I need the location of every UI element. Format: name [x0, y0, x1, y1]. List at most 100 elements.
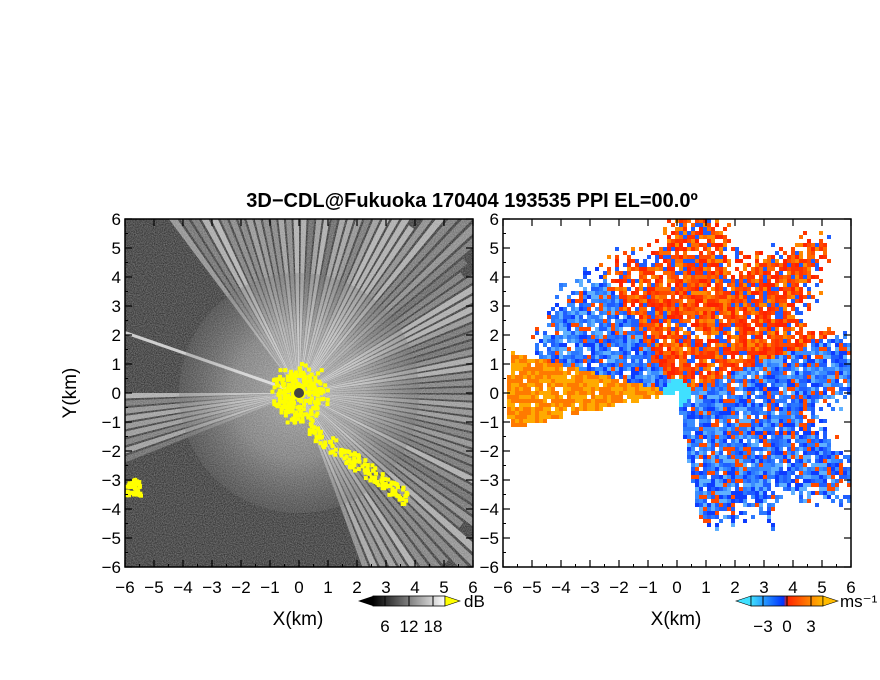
velocity-pixel: [731, 495, 735, 499]
velocity-pixel: [719, 411, 723, 415]
velocity-pixel: [675, 371, 679, 375]
velocity-pixel: [603, 399, 607, 403]
velocity-pixel: [787, 431, 791, 435]
velocity-pixel: [823, 387, 827, 391]
velocity-pixel: [831, 395, 835, 399]
velocity-pixel: [739, 355, 743, 359]
velocity-pixel: [695, 223, 699, 227]
yellow-echo-pixel: [302, 378, 307, 383]
yellow-echo-pixel: [349, 452, 354, 457]
velocity-pixel: [779, 423, 783, 427]
velocity-pixel: [671, 231, 675, 235]
velocity-pixel: [679, 263, 683, 267]
velocity-pixel: [535, 395, 539, 399]
velocity-pixel: [667, 387, 671, 391]
velocity-pixel: [519, 371, 523, 375]
velocity-pixel: [711, 391, 715, 395]
velocity-pixel: [767, 359, 771, 363]
yellow-echo-pixel: [292, 420, 297, 425]
velocity-pixel: [563, 363, 567, 367]
velocity-pixel: [819, 455, 823, 459]
velocity-pixel: [591, 391, 595, 395]
velocity-pixel: [771, 491, 775, 495]
velocity-pixel: [755, 307, 759, 311]
velocity-pixel: [519, 415, 523, 419]
velocity-pixel: [675, 283, 679, 287]
velocity-pixel: [567, 383, 571, 387]
velocity-pixel: [587, 327, 591, 331]
velocity-pixel: [651, 359, 655, 363]
velocity-pixel: [543, 363, 547, 367]
velocity-pixel: [699, 219, 703, 223]
velocity-pixel: [703, 359, 707, 363]
velocity-pixel: [715, 371, 719, 375]
velocity-pixel: [807, 279, 811, 283]
velocity-pixel: [675, 383, 679, 387]
velocity-pixel: [779, 395, 783, 399]
velocity-pixel: [683, 275, 687, 279]
velocity-pixel: [695, 315, 699, 319]
velocity-pixel: [747, 459, 751, 463]
velocity-pixel: [779, 315, 783, 319]
velocity-pixel: [727, 435, 731, 439]
velocity-pixel: [839, 355, 843, 359]
velocity-pixel: [687, 383, 691, 387]
velocity-pixel: [743, 327, 747, 331]
velocity-pixel: [663, 375, 667, 379]
velocity-pixel: [755, 371, 759, 375]
velocity-pixel: [731, 247, 735, 251]
velocity-pixel: [691, 475, 695, 479]
yellow-echo-pixel: [345, 459, 350, 464]
velocity-pixel: [591, 315, 595, 319]
velocity-pixel: [707, 319, 711, 323]
velocity-pixel: [679, 311, 683, 315]
velocity-pixel: [563, 343, 567, 347]
velocity-pixel: [643, 315, 647, 319]
velocity-pixel: [783, 431, 787, 435]
velocity-pixel: [727, 431, 731, 435]
velocity-pixel: [607, 391, 611, 395]
velocity-pixel: [599, 375, 603, 379]
velocity-pixel: [767, 311, 771, 315]
velocity-pixel: [783, 283, 787, 287]
x-tick-label: −3: [202, 578, 221, 597]
velocity-pixel: [711, 395, 715, 399]
velocity-pixel: [683, 391, 687, 395]
velocity-pixel: [679, 299, 683, 303]
velocity-pixel: [771, 327, 775, 331]
velocity-pixel: [711, 443, 715, 447]
velocity-pixel: [759, 507, 763, 511]
velocity-pixel: [791, 335, 795, 339]
velocity-pixel: [683, 227, 687, 231]
velocity-pixel: [755, 251, 759, 255]
velocity-pixel: [679, 351, 683, 355]
velocity-pixel: [703, 471, 707, 475]
velocity-pixel: [671, 295, 675, 299]
yellow-echo-pixel: [285, 374, 290, 379]
velocity-pixel: [779, 263, 783, 267]
velocity-pixel: [715, 387, 719, 391]
velocity-pixel: [567, 327, 571, 331]
velocity-pixel: [587, 311, 591, 315]
velocity-pixel: [759, 511, 763, 515]
velocity-pixel: [743, 307, 747, 311]
yellow-echo-pixel: [334, 438, 339, 443]
velocity-pixel: [515, 419, 519, 423]
velocity-pixel: [807, 395, 811, 399]
velocity-pixel: [795, 451, 799, 455]
velocity-pixel: [603, 311, 607, 315]
yellow-echo-pixel: [272, 385, 277, 390]
velocity-pixel: [711, 451, 715, 455]
velocity-pixel: [827, 471, 831, 475]
velocity-pixel: [667, 283, 671, 287]
velocity-pixel: [751, 495, 755, 499]
velocity-pixel: [539, 371, 543, 375]
velocity-pixel: [667, 247, 671, 251]
velocity-pixel: [539, 407, 543, 411]
velocity-pixel: [627, 343, 631, 347]
velocity-pixel: [547, 407, 551, 411]
velocity-pixel: [795, 375, 799, 379]
velocity-pixel: [655, 299, 659, 303]
velocity-pixel: [695, 451, 699, 455]
velocity-pixel: [799, 475, 803, 479]
